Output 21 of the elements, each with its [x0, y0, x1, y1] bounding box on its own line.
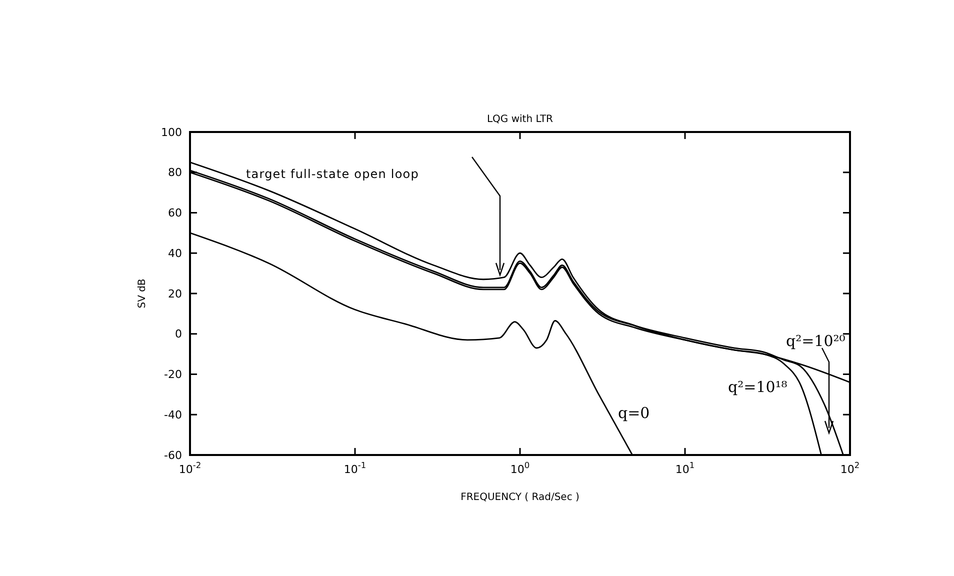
chart-title: LQG with LTR [486, 114, 554, 125]
y-tick-label: 40 [168, 246, 182, 260]
x-tick-label: 10$^{0}$ [510, 460, 530, 476]
legend-label: q²=10²⁰ [786, 332, 846, 350]
series-label: q=0 [618, 404, 650, 422]
y-tick-label: -40 [164, 408, 182, 422]
y-axis-title: SV dB [137, 278, 148, 308]
x-tick-label: 10$^{-2}$ [178, 460, 202, 476]
y-tick-label: -20 [164, 368, 182, 382]
series-label: target full-state open loop [246, 167, 419, 181]
x-tick-label: 10$^{-1}$ [344, 460, 366, 476]
y-tick-label: 80 [168, 166, 182, 180]
x-axis-title: FREQUENCY ( Rad/Sec ) [460, 492, 580, 503]
y-tick-label: 20 [168, 287, 182, 300]
y-tick-label: 60 [168, 206, 182, 220]
x-tick-label: 10$^{2}$ [840, 460, 860, 476]
y-tick-label: -60 [164, 448, 182, 462]
y-tick-label: 100 [161, 126, 182, 139]
series-label: q²=10¹⁸ [728, 378, 788, 396]
y-tick-label: 0 [175, 328, 182, 341]
x-tick-label: 10$^{1}$ [675, 460, 695, 476]
